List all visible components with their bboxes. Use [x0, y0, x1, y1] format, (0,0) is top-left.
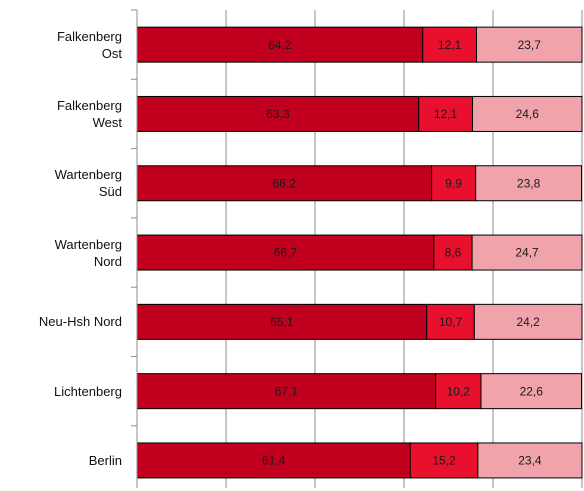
category-label: Falkenberg Ost	[56, 28, 122, 61]
value-label: 23,7	[518, 38, 542, 52]
value-label: 10,7	[439, 315, 463, 329]
bar-segment	[435, 373, 482, 410]
bar-segment	[475, 165, 583, 202]
bar-segment	[418, 95, 474, 132]
bar-segment	[431, 165, 477, 202]
category-label: Berlin	[88, 452, 122, 468]
value-label: 8,6	[445, 246, 462, 260]
value-label: 12,1	[434, 107, 458, 121]
value-label: 22,6	[520, 384, 544, 398]
value-label: 24,6	[516, 107, 540, 121]
bar-segment	[476, 26, 583, 63]
bar-segment	[136, 303, 428, 340]
value-label: 24,2	[516, 315, 540, 329]
bar-segment	[426, 303, 475, 340]
bar-segment	[473, 303, 583, 340]
bar-segment	[422, 26, 478, 63]
value-label: 65,1	[270, 315, 294, 329]
category-label: Lichtenberg	[54, 383, 122, 399]
bar-segment	[433, 234, 473, 271]
value-label: 64,2	[268, 38, 292, 52]
bar-segment	[136, 442, 411, 479]
value-label: 63,3	[266, 107, 290, 121]
bar-segment	[136, 165, 433, 202]
value-label: 9,9	[445, 176, 462, 190]
bar-segment	[471, 234, 583, 271]
value-label: 10,2	[447, 384, 471, 398]
value-label: 66,7	[274, 246, 298, 260]
value-label: 24,7	[515, 246, 539, 260]
value-label: 61,4	[262, 454, 286, 468]
category-label: Falkenberg West	[56, 97, 122, 130]
category-label: Wartenberg Süd	[54, 167, 122, 200]
value-label: 67,1	[275, 384, 299, 398]
value-label: 23,4	[518, 454, 542, 468]
value-label: 23,8	[517, 176, 541, 190]
value-label: 66,2	[273, 176, 297, 190]
bar-segment	[480, 373, 583, 410]
bar-segment	[136, 95, 420, 132]
value-label: 12,1	[438, 38, 462, 52]
category-label: Wartenberg Nord	[54, 236, 122, 269]
bar-segment	[472, 95, 583, 132]
category-label: Neu-Hsh Nord	[38, 314, 122, 330]
bar-segment	[477, 442, 583, 479]
bar-segment	[136, 26, 424, 63]
bar-segment	[409, 442, 479, 479]
value-label: 15,2	[432, 454, 456, 468]
bar-segment	[136, 373, 437, 410]
